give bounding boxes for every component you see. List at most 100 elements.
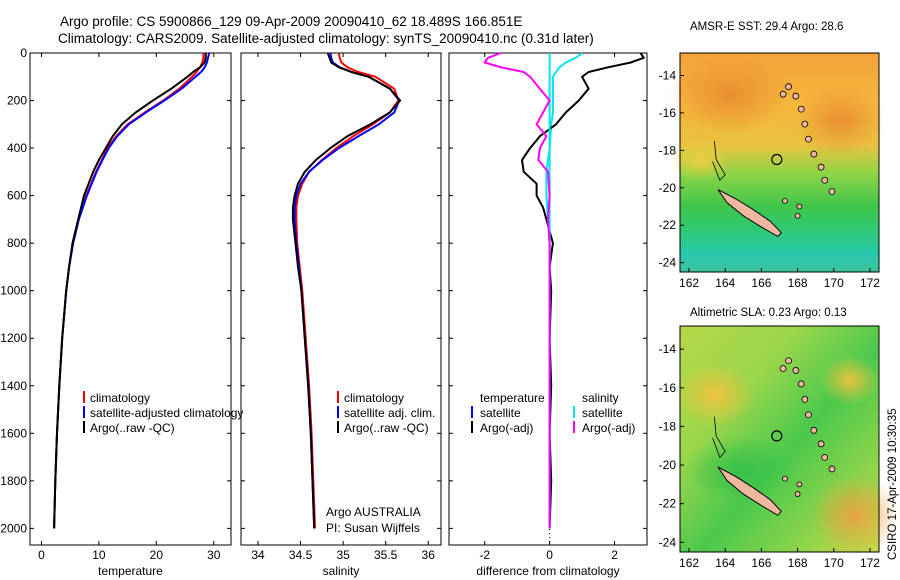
argo-float-marker <box>771 430 783 442</box>
y-tick-label: 600 <box>7 189 27 203</box>
figure-title-line1: Argo profile: CS 5900866_129 09-Apr-2009… <box>60 14 522 29</box>
island <box>801 396 809 403</box>
y-tick-label: 2000 <box>0 521 27 535</box>
map-y-tick-label: -18 <box>659 419 677 433</box>
temperature-axis-label: temperature <box>98 564 163 578</box>
argo-program-label: Argo AUSTRALIA <box>326 505 421 519</box>
legend-label-satellite: satellite adj. clim. <box>344 406 435 420</box>
series-line-argo-raw-qc- <box>291 52 402 529</box>
temperature-axes-frame <box>29 52 232 546</box>
pi-label: PI: Susan Wijffels <box>326 521 420 535</box>
legend-label-argo: Argo(..raw -QC) <box>90 421 175 435</box>
island <box>828 465 836 473</box>
island <box>817 163 825 171</box>
difference-legend: temperature salinity satellite Argo(-adj… <box>471 391 635 435</box>
island <box>792 367 800 374</box>
island <box>785 83 792 91</box>
y-tick-label: 0 <box>20 46 27 60</box>
map-y-tick-label: -22 <box>659 497 677 511</box>
x-tick-label: 36 <box>422 548 436 562</box>
sla-map-frame <box>679 325 880 553</box>
map-x-tick-label: 168 <box>788 276 808 290</box>
y-tick-label: 1800 <box>0 474 27 488</box>
legend-label-sal-argo: Argo(-adj) <box>582 421 635 435</box>
island <box>805 411 812 419</box>
salinity-panel: 34 34.5 35 35.5 36 salinity <box>240 52 442 578</box>
reef-outline <box>712 140 726 182</box>
island <box>817 440 825 448</box>
legend-label-temp-argo: Argo(-adj) <box>480 421 533 435</box>
legend-label-satellite: satellite-adjusted climatology <box>90 406 243 420</box>
series-line-salinity-argo-adj- <box>483 52 551 529</box>
legend-label-sal-satellite: satellite <box>582 406 623 420</box>
map-y-tick-label: -18 <box>659 143 677 157</box>
temperature-panel: 0 10 20 30 0 200 400 600 800 1000 1200 1400 1600 1800… <box>0 46 232 578</box>
map-x-tick-label: 172 <box>860 276 880 290</box>
map-y-tick-label: -16 <box>659 106 677 120</box>
island <box>821 453 829 461</box>
argo-float-marker <box>771 153 783 166</box>
map-x-tick-label: 166 <box>751 276 771 290</box>
island <box>792 92 800 100</box>
island <box>794 491 801 497</box>
map-x-tick-label: 162 <box>679 556 699 570</box>
salinity-axis-label: salinity <box>323 564 360 578</box>
sst-warm-patch <box>670 55 790 135</box>
island <box>828 188 836 195</box>
map-y-tick-label: -22 <box>659 218 677 232</box>
legend-label-argo: Argo(..raw -QC) <box>344 421 429 435</box>
difference-panel: -2 0 2 difference from climatology <box>448 52 648 578</box>
difference-axes-frame <box>448 52 648 546</box>
legend-label-climatology: climatology <box>90 391 150 405</box>
timestamp-stamp: CSIRO 17-Apr-2009 10:30:35 <box>887 408 899 560</box>
legend-header-temperature: temperature <box>480 391 545 405</box>
x-tick-label: 30 <box>207 548 221 562</box>
map-x-tick-label: 166 <box>751 556 771 570</box>
legend-header-salinity: salinity <box>582 391 619 405</box>
island <box>782 475 788 482</box>
series-line-argo-raw-qc- <box>53 53 207 529</box>
new-caledonia-landmass <box>717 189 782 238</box>
island <box>797 105 805 113</box>
profile-panels: 0 10 20 30020040060080010001200140016001800… <box>0 46 648 578</box>
island <box>779 90 787 98</box>
sst-yellow-patch <box>670 140 730 180</box>
map-x-tick-label: 162 <box>679 276 699 290</box>
x-tick-label: 35.5 <box>374 548 398 562</box>
map-y-tick-label: -24 <box>659 535 677 549</box>
sla-map-title: Altimetric SLA: 0.23 Argo: 0.13 <box>690 307 847 319</box>
island <box>782 197 788 204</box>
x-tick-label: 34 <box>251 548 265 562</box>
map-x-tick-label: 164 <box>715 556 735 570</box>
island <box>821 176 829 184</box>
map-axes-1: 162 164 166 168 170 172 -14 -16 -18 -20 -22 -24 <box>659 342 881 570</box>
y-tick-label: 400 <box>7 141 27 155</box>
x-tick-label: 34.5 <box>289 548 313 562</box>
new-caledonia-landmass <box>717 466 782 516</box>
legend-label-climatology: climatology <box>344 391 404 405</box>
x-tick-label: 0 <box>546 548 553 562</box>
x-tick-label: 20 <box>150 548 164 562</box>
map-y-tick-label: -14 <box>659 342 677 356</box>
sst-map-title: AMSR-E SST: 29.4 Argo: 28.6 <box>690 21 843 33</box>
y-tick-label: 1600 <box>0 426 27 440</box>
map-y-tick-label: -24 <box>659 256 677 270</box>
reef-outline <box>712 416 726 459</box>
map-axes-0: 162 164 166 168 170 172 -14 -16 -18 -20 -22 -24 <box>659 68 881 290</box>
island <box>796 481 803 488</box>
sst-warm-patch <box>795 85 885 155</box>
map-y-tick-label: -16 <box>659 381 677 395</box>
map-x-tick-label: 164 <box>715 276 735 290</box>
sla-high-patch <box>820 355 880 405</box>
x-tick-label: 10 <box>92 548 106 562</box>
difference-axis-label: difference from climatology <box>476 564 619 578</box>
island <box>805 135 812 143</box>
x-tick-label: 2 <box>611 548 618 562</box>
map-x-tick-label: 168 <box>788 556 808 570</box>
island <box>810 150 818 158</box>
y-tick-label: 1000 <box>0 284 27 298</box>
island <box>779 365 787 372</box>
salinity-legend: climatology satellite adj. clim. Argo(..… <box>326 391 435 535</box>
